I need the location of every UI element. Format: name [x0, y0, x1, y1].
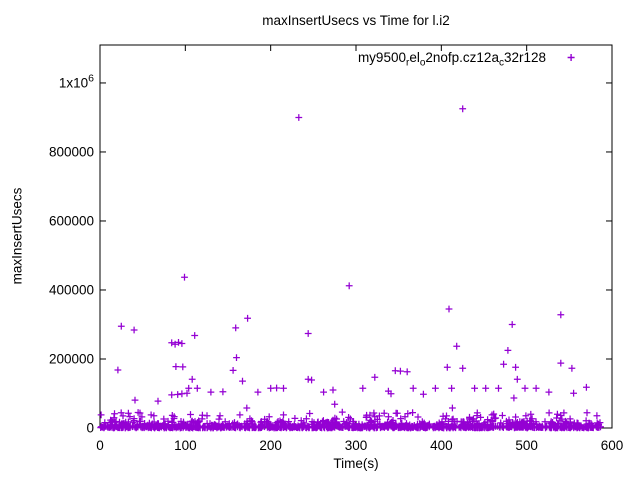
axes: 0 100 200 300 400 500 600 0 200000 400000 600000 80… — [49, 44, 624, 453]
x-tick-label: 600 — [601, 438, 624, 453]
legend-marker-plus-icon — [567, 54, 575, 61]
legend: my9500relo2nofp.cz12ac32r128 — [358, 50, 575, 69]
y-tick-label: 600000 — [49, 213, 94, 228]
y-tick-label: 200000 — [49, 351, 94, 366]
x-axis-title: Time(s) — [333, 456, 379, 471]
x-tick-label: 200 — [259, 438, 282, 453]
scatter-points — [97, 105, 604, 432]
x-tick-label: 400 — [430, 438, 453, 453]
y-tick-label: 800000 — [49, 144, 94, 159]
legend-label: my9500relo2nofp.cz12ac32r128 — [358, 50, 546, 69]
y-tick-label: 400000 — [49, 282, 94, 297]
x-tick-label: 500 — [515, 438, 538, 453]
y-tick-label: 0 — [86, 421, 94, 436]
chart-title: maxInsertUsecs vs Time for l.i2 — [262, 13, 450, 28]
x-tick-label: 100 — [174, 438, 197, 453]
y-tick-label: 1x106 — [59, 72, 94, 90]
x-tick-label: 300 — [345, 438, 368, 453]
series-points — [114, 105, 590, 421]
x-tick-label: 0 — [96, 438, 104, 453]
baseline-band-points — [97, 409, 604, 432]
